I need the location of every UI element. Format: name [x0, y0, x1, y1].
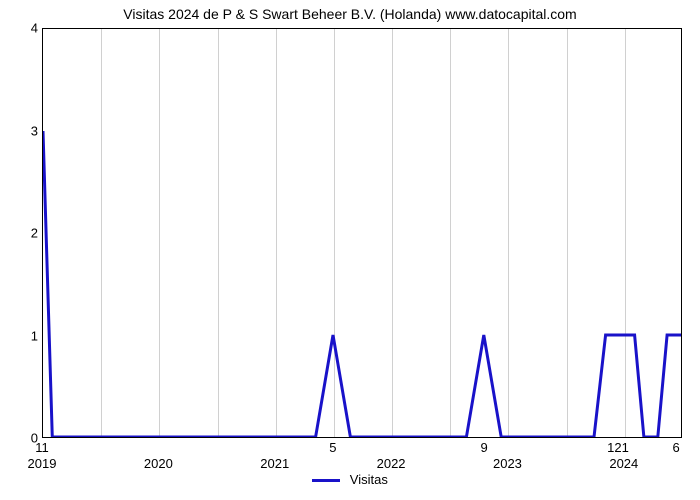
- legend-label: Visitas: [350, 472, 388, 487]
- y-tick-label: 2: [31, 226, 38, 241]
- x-tick-label: 2021: [260, 456, 289, 471]
- chart-container: Visitas 2024 de P & S Swart Beheer B.V. …: [0, 0, 700, 500]
- value-label: 6: [673, 440, 680, 455]
- y-tick-label: 1: [31, 328, 38, 343]
- legend: Visitas: [0, 472, 700, 487]
- y-tick-label: 3: [31, 123, 38, 138]
- x-tick-label: 2020: [144, 456, 173, 471]
- value-label: 5: [329, 440, 336, 455]
- value-label: 11: [35, 440, 49, 455]
- legend-swatch: [312, 479, 340, 482]
- value-label: 121: [607, 440, 629, 455]
- value-label: 9: [481, 440, 488, 455]
- x-tick-label: 2019: [28, 456, 57, 471]
- x-tick-label: 2024: [609, 456, 638, 471]
- y-tick-label: 4: [31, 21, 38, 36]
- x-tick-label: 2023: [493, 456, 522, 471]
- line-series: [43, 29, 681, 437]
- chart-title: Visitas 2024 de P & S Swart Beheer B.V. …: [0, 6, 700, 22]
- plot-area: [42, 28, 682, 438]
- x-tick-label: 2022: [377, 456, 406, 471]
